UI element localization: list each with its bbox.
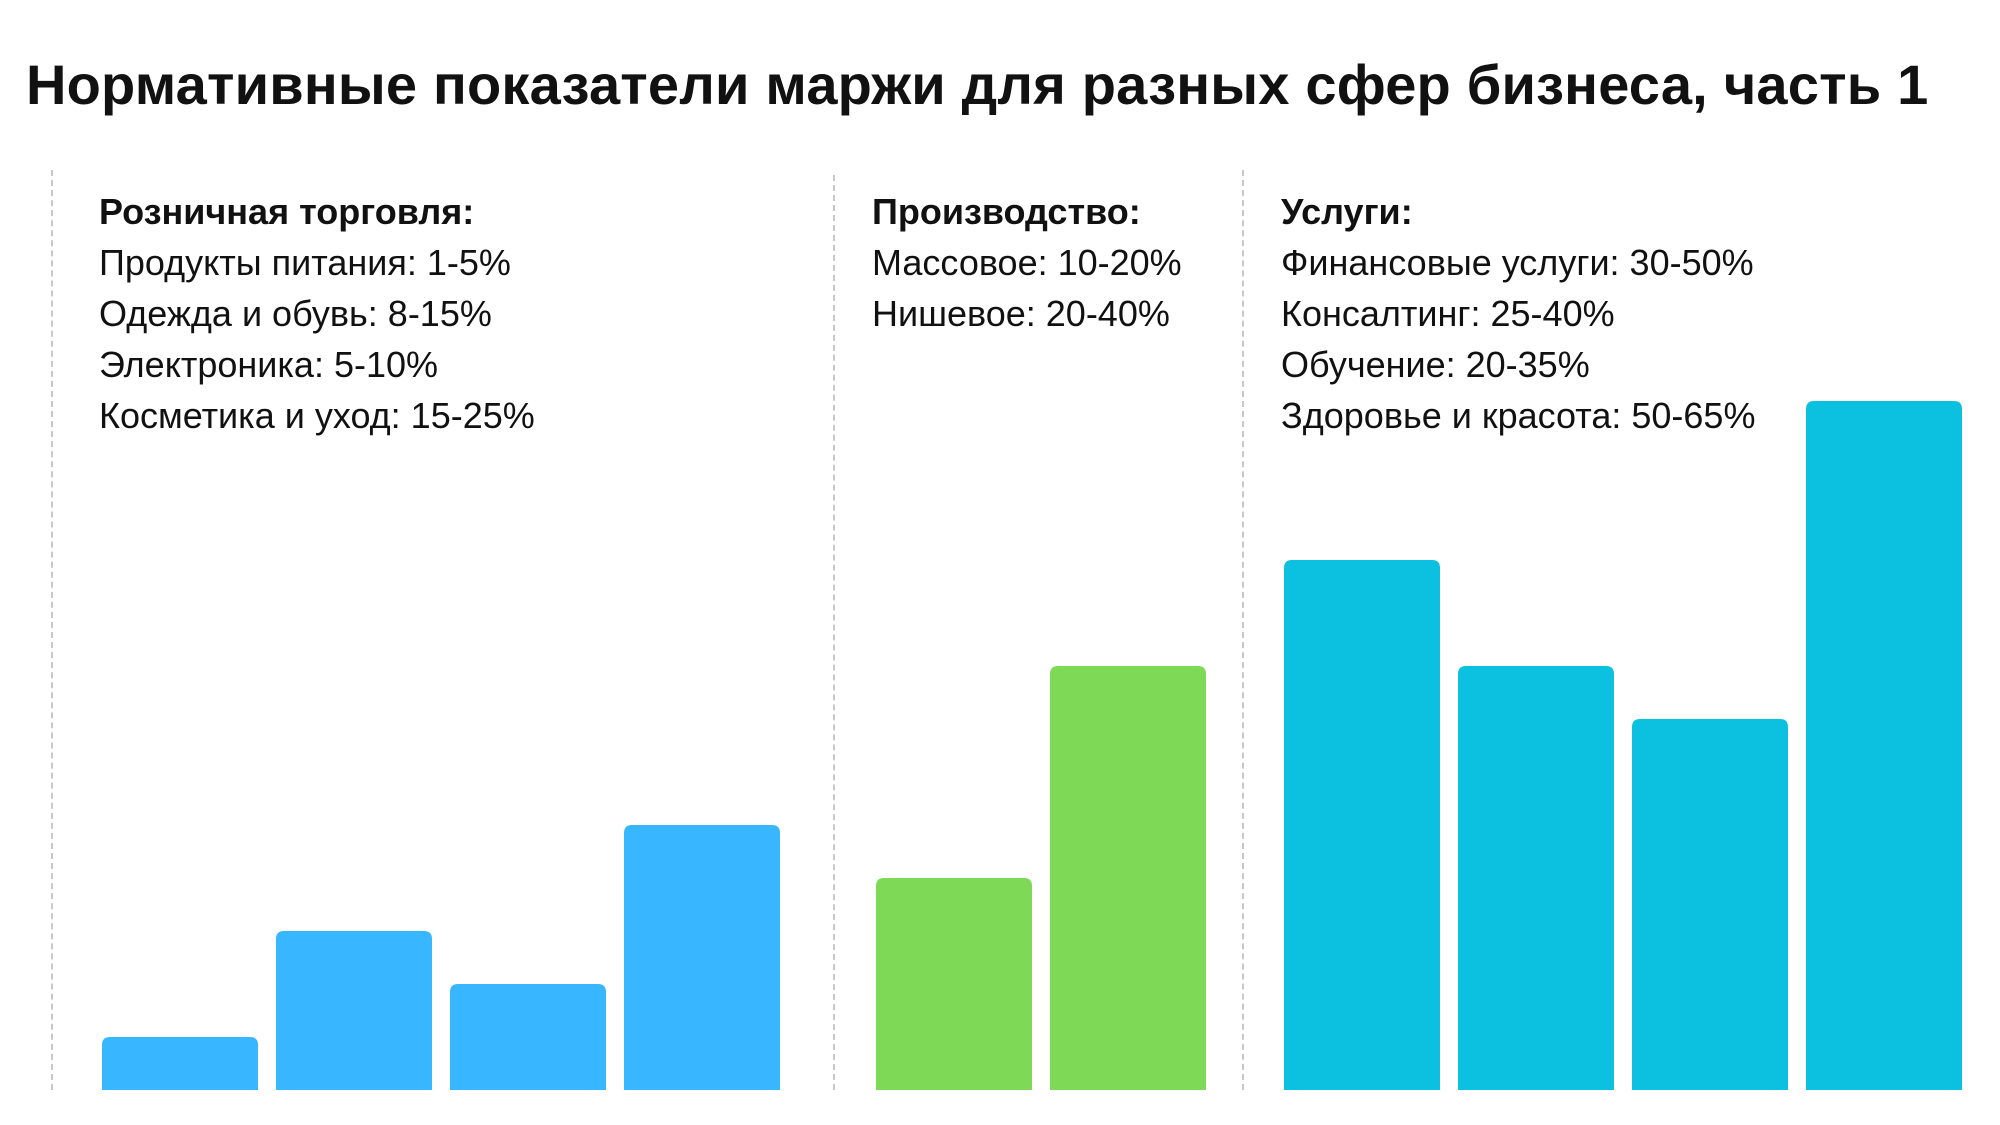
item-label-retail-clothing: Одежда и обувь: 8-15% bbox=[99, 293, 492, 334]
item-label-production-mass: Массовое: 10-20% bbox=[872, 242, 1182, 283]
item-label-services-finance: Финансовые услуги: 30-50% bbox=[1281, 242, 1754, 283]
item-label-retail-electronics: Электроника: 5-10% bbox=[99, 344, 439, 385]
chart-title: Нормативные показатели маржи для разных … bbox=[26, 53, 1929, 116]
bar-retail-2 bbox=[276, 931, 432, 1090]
item-label-services-education: Обучение: 20-35% bbox=[1281, 344, 1590, 385]
bar-production-1 bbox=[876, 878, 1032, 1090]
item-label-retail-cosmetics: Косметика и уход: 15-25% bbox=[99, 395, 535, 436]
bar-services-4 bbox=[1806, 401, 1962, 1090]
group-divider-services bbox=[1242, 170, 1244, 1090]
group-text-production: Производство: Массовое: 10-20% Нишевое: … bbox=[872, 186, 1182, 339]
group-heading-production: Производство: bbox=[872, 191, 1141, 232]
item-label-services-health: Здоровье и красота: 50-65% bbox=[1281, 395, 1756, 436]
item-label-services-consulting: Консалтинг: 25-40% bbox=[1281, 293, 1615, 334]
bar-retail-3 bbox=[450, 984, 606, 1090]
item-label-production-niche: Нишевое: 20-40% bbox=[872, 293, 1170, 334]
item-label-retail-food: Продукты питания: 1-5% bbox=[99, 242, 511, 283]
group-heading-services: Услуги: bbox=[1281, 191, 1413, 232]
group-text-services: Услуги: Финансовые услуги: 30-50% Консал… bbox=[1281, 186, 1755, 441]
group-text-retail: Розничная торговля: Продукты питания: 1-… bbox=[99, 186, 535, 441]
group-divider-production bbox=[833, 175, 835, 1090]
bar-retail-4 bbox=[624, 825, 780, 1090]
bar-production-2 bbox=[1050, 666, 1206, 1090]
bar-services-2 bbox=[1458, 666, 1614, 1090]
group-heading-retail: Розничная торговля: bbox=[99, 191, 475, 232]
bar-services-1 bbox=[1284, 560, 1440, 1090]
group-divider-retail bbox=[51, 170, 53, 1090]
bar-retail-1 bbox=[102, 1037, 258, 1090]
bar-services-3 bbox=[1632, 719, 1788, 1090]
